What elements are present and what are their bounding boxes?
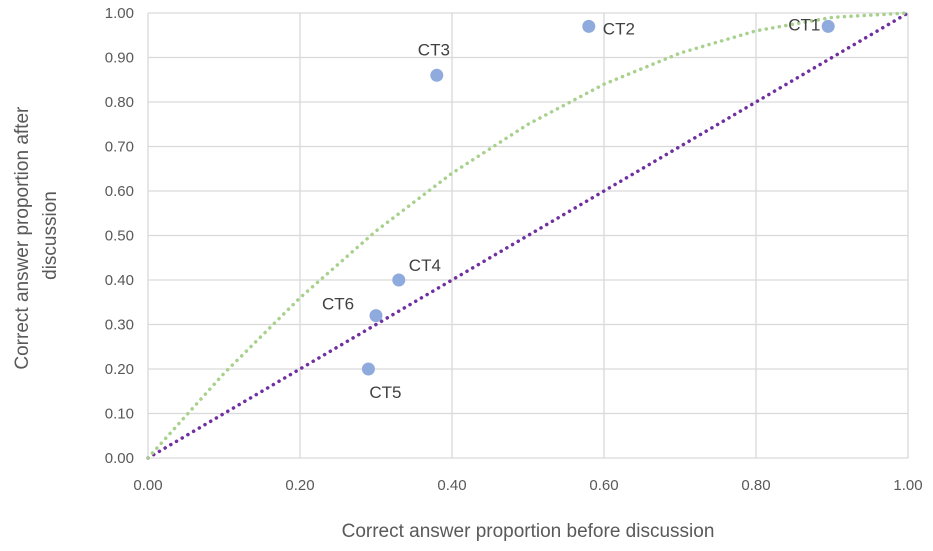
data-point-ct4 [392,273,406,287]
x-tick-label: 0.00 [133,477,162,494]
x-axis-ticks: 0.00 0.20 0.40 0.60 0.80 1.00 [133,477,922,494]
data-point-ct3 [430,68,444,82]
data-point-ct6 [369,309,383,323]
y-tick-label: 0.40 [105,272,134,289]
y-tick-label: 0.30 [105,317,134,334]
data-point-ct1 [821,19,835,33]
identity-line [146,11,910,460]
point-label-ct2: CT2 [603,19,635,38]
data-points: CT1 CT2 CT3 CT4 CT5 CT6 [322,15,835,402]
x-tick-label: 0.60 [589,477,618,494]
point-label-ct4: CT4 [409,256,441,275]
point-label-ct1: CT1 [788,15,820,34]
point-label-ct6: CT6 [322,295,354,314]
y-tick-label: 0.10 [105,406,134,423]
data-point-ct5 [361,362,375,376]
y-tick-label: 0.50 [105,228,134,245]
y-tick-label: 0.20 [105,361,134,378]
reference-lines [146,11,910,460]
y-tick-label: 0.90 [105,50,134,67]
gridlines [147,12,909,459]
y-axis-title: Correct answer proportion after discussi… [12,101,61,369]
y-axis-title-line-2: discussion [40,191,61,280]
y-tick-label: 0.80 [105,94,134,111]
trend-curve [146,11,910,460]
x-tick-label: 0.20 [285,477,314,494]
x-tick-label: 0.80 [741,477,770,494]
y-tick-label: 0.60 [105,183,134,200]
x-tick-label: 0.40 [437,477,466,494]
point-label-ct5: CT5 [369,383,401,402]
y-tick-label: 0.70 [105,139,134,156]
y-tick-label: 1.00 [105,5,134,22]
x-axis-title: Correct answer proportion before discuss… [342,521,715,542]
data-point-ct2 [582,19,596,33]
point-label-ct3: CT3 [418,40,450,59]
y-axis-title-line-1: Correct answer proportion after [12,106,33,370]
y-axis-ticks: 0.00 0.10 0.20 0.30 0.40 0.50 0.60 0.70 0.80 0.90… [105,5,134,467]
y-tick-label: 0.00 [105,450,134,467]
x-tick-label: 1.00 [893,477,922,494]
